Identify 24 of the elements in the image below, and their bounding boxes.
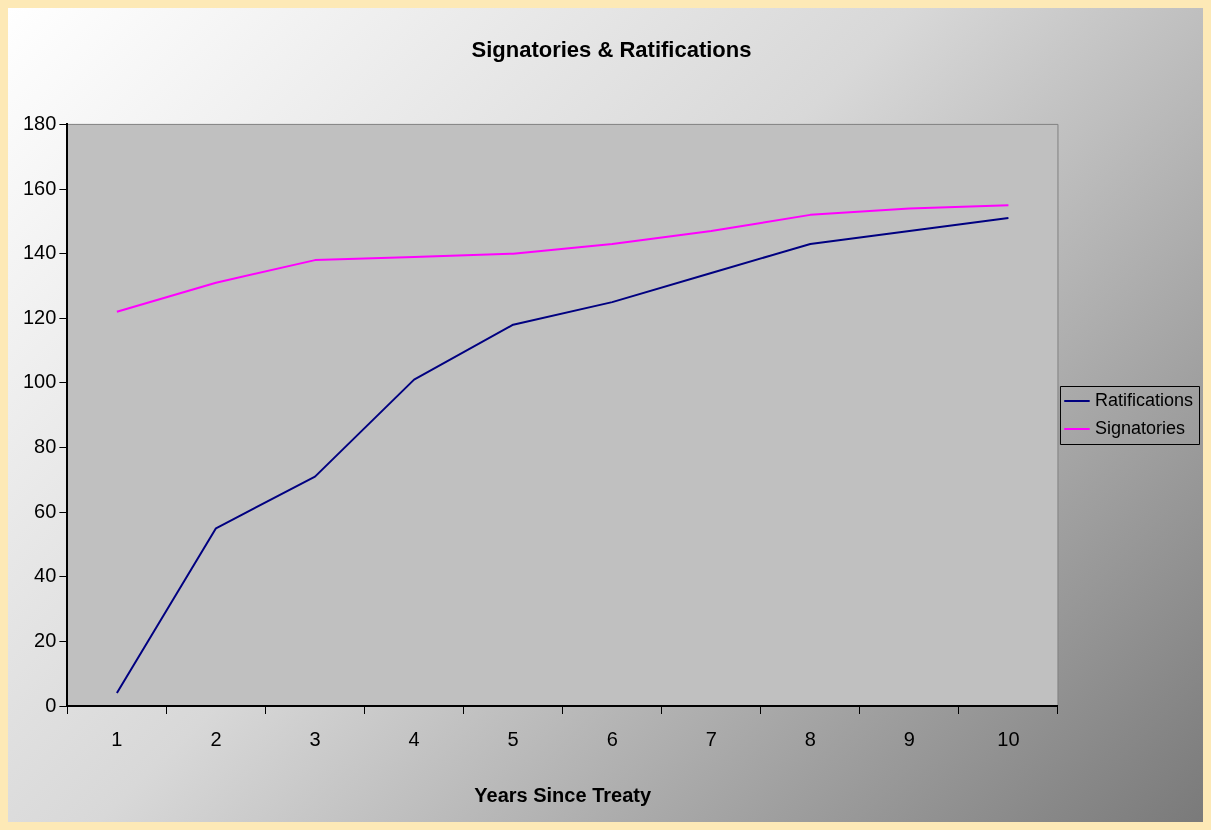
x-tick-label: 7	[705, 727, 717, 750]
y-tick-label: 0	[45, 693, 57, 716]
y-tick-label: 80	[34, 435, 57, 458]
chart-title: Signatories & Ratifications	[471, 37, 752, 63]
y-tick-label: 160	[22, 176, 57, 199]
y-tick-label: 40	[34, 564, 57, 587]
x-tick-label: 1	[111, 727, 123, 750]
x-tick-label: 9	[903, 727, 915, 750]
y-tick-label: 100	[22, 370, 57, 393]
x-tick-label: 8	[804, 727, 816, 750]
y-tick-label: 180	[22, 111, 57, 134]
x-axis-title: Years Since Treaty	[474, 783, 652, 806]
legend-label: Ratifications	[1094, 389, 1193, 410]
legend-label: Signatories	[1094, 417, 1186, 438]
x-tick-label: 6	[606, 727, 618, 750]
x-tick-label: 3	[309, 727, 321, 750]
y-tick-label: 120	[22, 305, 57, 328]
x-tick-label: 2	[210, 727, 222, 750]
y-tick-label: 140	[22, 241, 57, 264]
x-tick-label: 4	[408, 727, 420, 750]
y-tick-label: 20	[34, 628, 57, 651]
y-tick-label: 60	[34, 499, 57, 522]
x-tick-label: 10	[997, 727, 1020, 750]
x-tick-label: 5	[507, 727, 519, 750]
